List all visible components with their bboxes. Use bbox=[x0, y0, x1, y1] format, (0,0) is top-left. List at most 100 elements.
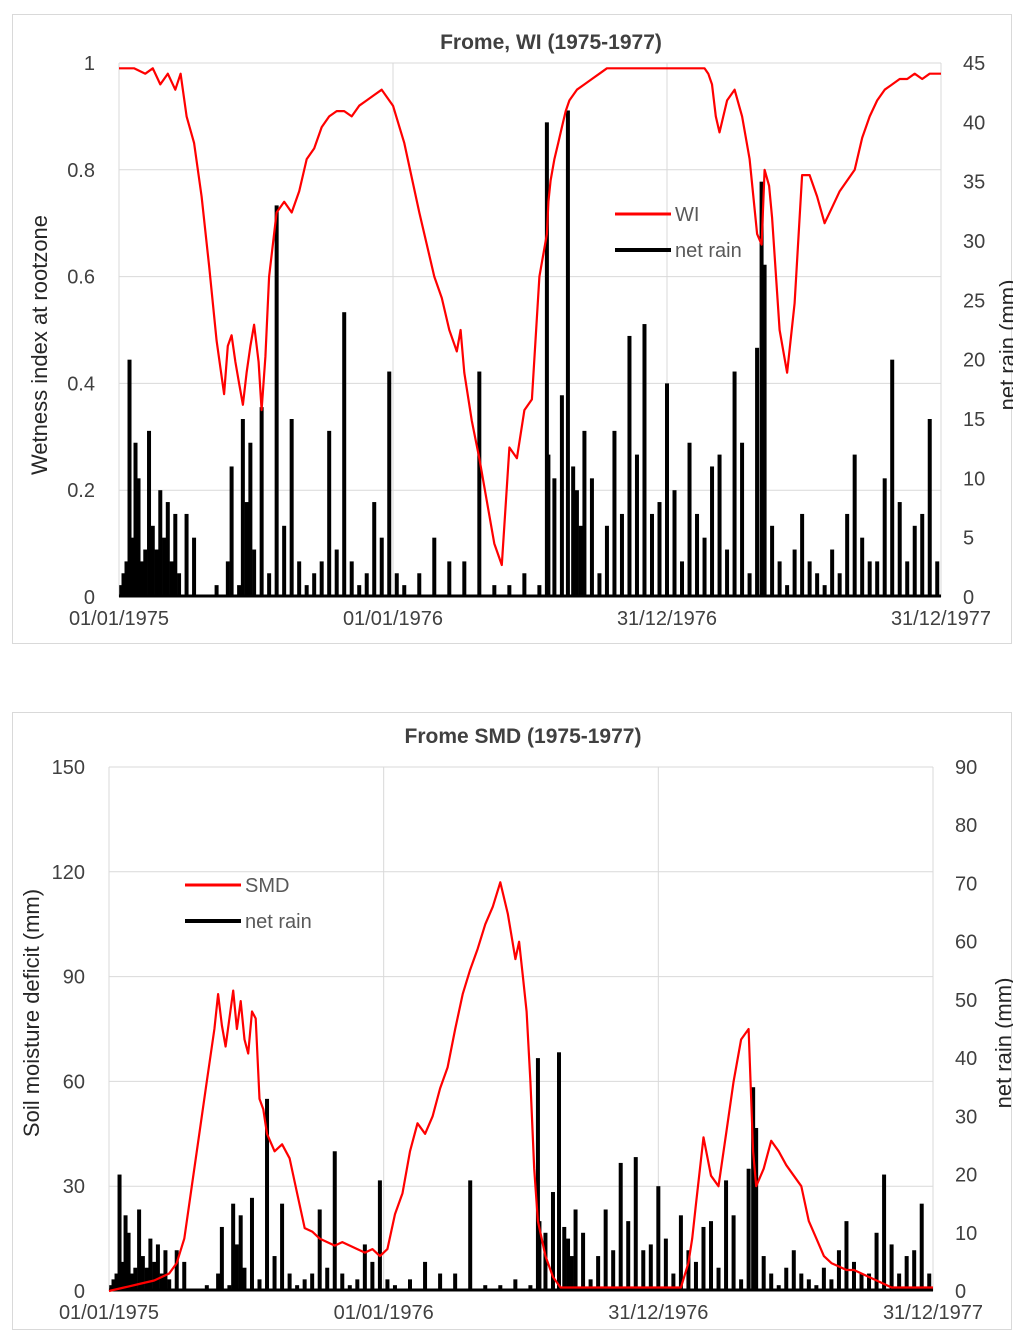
y-tick-label: 0 bbox=[84, 587, 95, 609]
net-rain-bar bbox=[177, 573, 182, 597]
net-rain-bar bbox=[342, 312, 347, 597]
net-rain-bar bbox=[147, 430, 152, 597]
net-rain-bar bbox=[596, 1256, 601, 1291]
net-rain-bar bbox=[799, 1273, 804, 1291]
net-rain-bar bbox=[216, 1273, 221, 1291]
net-rain-bar bbox=[701, 1226, 706, 1291]
net-rain-bar bbox=[319, 561, 324, 597]
net-rain-bar bbox=[845, 513, 850, 597]
net-rain-bar bbox=[571, 466, 576, 597]
net-rain-bar bbox=[119, 585, 124, 597]
net-rain-bar bbox=[642, 324, 647, 597]
net-rain-bar bbox=[377, 1180, 382, 1291]
y2-tick-label: 40 bbox=[955, 1048, 977, 1070]
net-rain-bar bbox=[611, 1250, 616, 1291]
net-rain-bar bbox=[717, 454, 722, 597]
net-rain-bar bbox=[244, 502, 249, 597]
net-rain-bar bbox=[394, 573, 399, 597]
net-rain-bar bbox=[302, 1279, 307, 1291]
net-rain-bar bbox=[725, 549, 730, 597]
net-rain-bar bbox=[710, 466, 715, 597]
y2-axis-label: net rain (mm) bbox=[991, 978, 1013, 1109]
net-rain-bar bbox=[672, 490, 677, 597]
net-rain-bar bbox=[123, 1215, 128, 1291]
net-rain-bar bbox=[890, 359, 895, 597]
net-rain-bar bbox=[133, 442, 138, 597]
y2-tick-label: 70 bbox=[955, 873, 977, 895]
y2-tick-label: 25 bbox=[963, 290, 985, 312]
net-rain-bar bbox=[535, 1058, 540, 1291]
net-rain-bar bbox=[357, 585, 362, 597]
net-rain-bar bbox=[657, 502, 662, 597]
net-rain-bar bbox=[829, 1279, 834, 1291]
net-rain-bar bbox=[746, 1168, 751, 1291]
net-rain-bar bbox=[219, 1226, 224, 1291]
series-line-smd bbox=[108, 881, 933, 1293]
net-rain-bar bbox=[597, 573, 602, 597]
net-rain-bar bbox=[139, 561, 144, 597]
net-rain-bar bbox=[265, 1098, 270, 1291]
y2-tick-label: 5 bbox=[963, 528, 974, 550]
net-rain-bar bbox=[184, 513, 189, 597]
net-rain-bar bbox=[919, 1203, 924, 1291]
net-rain-bar bbox=[133, 1267, 138, 1291]
net-rain-bar bbox=[280, 1203, 285, 1291]
net-rain-bar bbox=[665, 383, 669, 597]
net-rain-bar bbox=[165, 502, 170, 597]
x-tick-label: 01/01/1976 bbox=[334, 1302, 434, 1324]
net-rain-bar bbox=[392, 1285, 397, 1291]
net-rain-bar bbox=[912, 1250, 917, 1291]
net-rain-bar bbox=[114, 1273, 119, 1291]
y2-tick-label: 35 bbox=[963, 172, 985, 194]
net-rain-bar bbox=[537, 1221, 542, 1291]
net-rain-bar bbox=[552, 478, 557, 597]
y2-tick-label: 20 bbox=[963, 350, 985, 372]
net-rain-bar bbox=[227, 1285, 232, 1291]
net-rain-bar bbox=[761, 1256, 766, 1291]
net-rain-bar bbox=[252, 549, 257, 597]
net-rain-bar bbox=[574, 490, 579, 597]
net-rain-bar bbox=[237, 585, 242, 597]
net-rain-bar bbox=[641, 1250, 646, 1291]
net-rain-bar bbox=[468, 1180, 473, 1291]
net-rain-bar bbox=[349, 561, 354, 597]
smd-chart-panel: Frome SMD (1975-1977) Soil moisture defi… bbox=[12, 712, 1013, 1330]
net-rain-bar bbox=[769, 1273, 774, 1291]
net-rain-bar bbox=[498, 1285, 503, 1291]
net-rain-bar bbox=[784, 1267, 789, 1291]
net-rain-bar bbox=[747, 573, 752, 597]
net-rain-bar bbox=[649, 513, 654, 597]
net-rain-bar bbox=[785, 585, 790, 597]
net-rain-bar bbox=[154, 549, 159, 597]
y-tick-label: 30 bbox=[63, 1176, 85, 1198]
series-line-wi bbox=[119, 67, 941, 567]
net-rain-bar bbox=[325, 1267, 330, 1291]
net-rain-bar bbox=[588, 1279, 593, 1291]
net-rain-bar bbox=[387, 371, 392, 597]
net-rain-bar bbox=[648, 1244, 653, 1291]
net-rain-bar bbox=[229, 466, 234, 597]
y2-tick-label: 0 bbox=[963, 587, 974, 609]
net-rain-bar bbox=[362, 1244, 367, 1291]
net-rain-bar bbox=[528, 1285, 533, 1291]
chart-title: Frome SMD (1975-1977) bbox=[405, 725, 642, 748]
y2-tick-label: 90 bbox=[955, 757, 977, 779]
y-tick-label: 150 bbox=[52, 757, 85, 779]
net-rain-bar bbox=[851, 1261, 856, 1291]
net-rain-bar bbox=[167, 1279, 172, 1291]
net-rain-bar bbox=[274, 205, 279, 597]
net-rain-bar bbox=[814, 1285, 819, 1291]
net-rain-bar bbox=[182, 1261, 187, 1291]
net-rain-bar bbox=[792, 549, 797, 597]
net-rain-bar bbox=[332, 1151, 337, 1291]
net-rain-bar bbox=[836, 1250, 841, 1291]
net-rain-bar bbox=[155, 1244, 160, 1291]
net-rain-bar bbox=[347, 1285, 352, 1291]
net-rain-bar bbox=[162, 537, 167, 597]
net-rain-bar bbox=[612, 430, 617, 597]
net-rain-bar bbox=[152, 1261, 157, 1291]
net-rain-bar bbox=[417, 573, 422, 597]
net-rain-bar bbox=[656, 1186, 661, 1291]
y-tick-label: 120 bbox=[52, 862, 85, 884]
net-rain-bar bbox=[776, 1285, 781, 1291]
